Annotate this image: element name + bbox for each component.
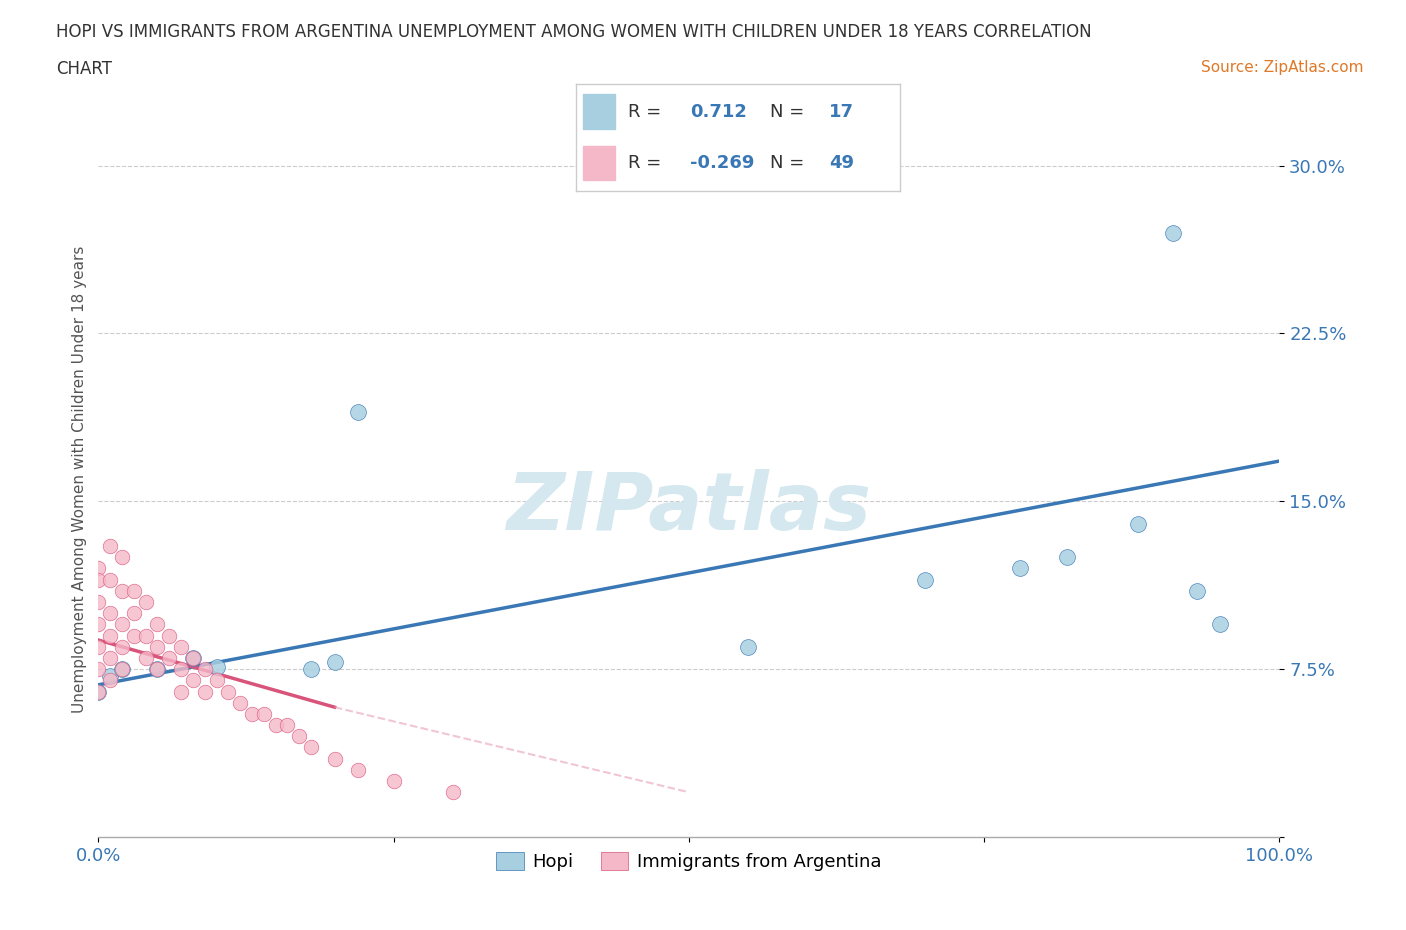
- Point: [87, 572, 110, 587]
- Point: [87, 561, 110, 576]
- Point: [253, 707, 276, 722]
- Point: [122, 583, 145, 598]
- Point: [135, 594, 157, 609]
- Point: [170, 684, 193, 699]
- Point: [122, 628, 145, 643]
- Point: [181, 673, 204, 688]
- Bar: [583, 94, 616, 128]
- Point: [181, 651, 204, 666]
- Point: [914, 572, 936, 587]
- Point: [98, 605, 121, 620]
- Legend: Hopi, Immigrants from Argentina: Hopi, Immigrants from Argentina: [489, 844, 889, 878]
- Point: [98, 538, 121, 553]
- Point: [288, 729, 311, 744]
- Point: [1126, 516, 1149, 531]
- Point: [157, 651, 180, 666]
- Point: [737, 639, 759, 654]
- Point: [146, 617, 169, 631]
- Point: [217, 684, 239, 699]
- Point: [98, 669, 121, 684]
- Point: [98, 572, 121, 587]
- Point: [98, 628, 121, 643]
- Point: [441, 785, 464, 800]
- Point: [299, 662, 322, 677]
- Text: CHART: CHART: [56, 60, 112, 78]
- Point: [135, 628, 157, 643]
- Point: [111, 639, 134, 654]
- Text: N =: N =: [770, 102, 804, 121]
- Point: [87, 684, 110, 699]
- Text: 0.712: 0.712: [689, 102, 747, 121]
- Point: [382, 774, 405, 789]
- Text: R =: R =: [628, 153, 661, 172]
- Text: HOPI VS IMMIGRANTS FROM ARGENTINA UNEMPLOYMENT AMONG WOMEN WITH CHILDREN UNDER 1: HOPI VS IMMIGRANTS FROM ARGENTINA UNEMPL…: [56, 23, 1092, 41]
- Point: [87, 617, 110, 631]
- Point: [1008, 561, 1031, 576]
- Text: 49: 49: [828, 153, 853, 172]
- Point: [229, 696, 252, 711]
- Point: [264, 718, 287, 733]
- Point: [181, 651, 204, 666]
- Point: [1161, 225, 1184, 240]
- Point: [1209, 617, 1232, 631]
- Point: [146, 639, 169, 654]
- Y-axis label: Unemployment Among Women with Children Under 18 years: Unemployment Among Women with Children U…: [72, 246, 87, 712]
- Point: [205, 659, 228, 674]
- Text: ZIPatlas: ZIPatlas: [506, 469, 872, 547]
- Point: [111, 550, 134, 565]
- Point: [111, 617, 134, 631]
- Point: [240, 707, 263, 722]
- Point: [323, 655, 346, 670]
- Point: [323, 751, 346, 766]
- Point: [205, 673, 228, 688]
- Point: [111, 583, 134, 598]
- Point: [135, 651, 157, 666]
- Point: [111, 662, 134, 677]
- Point: [111, 662, 134, 677]
- Point: [146, 662, 169, 677]
- Point: [299, 740, 322, 755]
- Point: [87, 639, 110, 654]
- Point: [347, 763, 370, 777]
- Point: [87, 684, 110, 699]
- Point: [157, 628, 180, 643]
- Point: [170, 662, 193, 677]
- Point: [87, 594, 110, 609]
- Point: [98, 673, 121, 688]
- Point: [194, 662, 217, 677]
- Point: [122, 605, 145, 620]
- Text: Source: ZipAtlas.com: Source: ZipAtlas.com: [1201, 60, 1364, 75]
- Point: [194, 684, 217, 699]
- Text: R =: R =: [628, 102, 661, 121]
- Bar: [583, 146, 616, 180]
- Text: N =: N =: [770, 153, 804, 172]
- Point: [1185, 583, 1208, 598]
- Point: [170, 639, 193, 654]
- Point: [1056, 550, 1078, 565]
- Point: [87, 662, 110, 677]
- Text: 17: 17: [828, 102, 853, 121]
- Point: [98, 651, 121, 666]
- Point: [347, 405, 370, 419]
- Text: -0.269: -0.269: [689, 153, 754, 172]
- Point: [146, 662, 169, 677]
- Point: [276, 718, 298, 733]
